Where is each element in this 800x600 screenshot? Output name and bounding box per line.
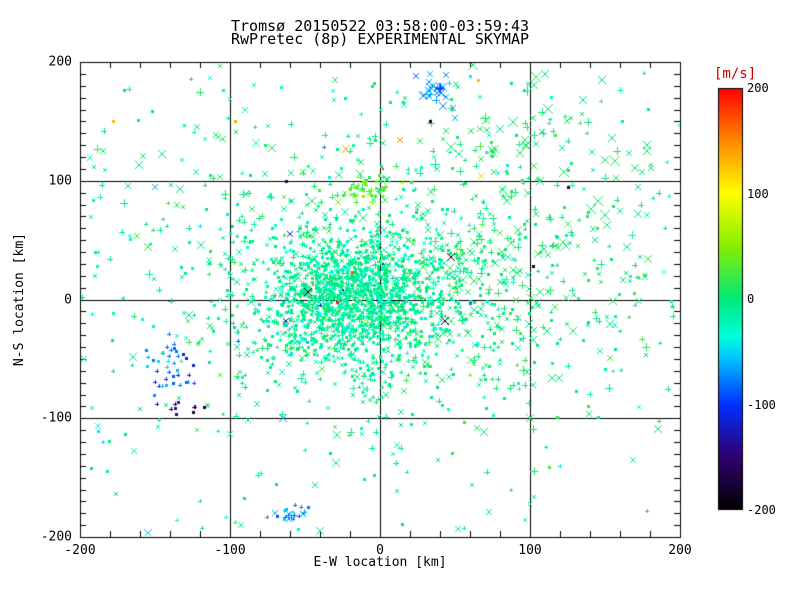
x-tick-label: 0 <box>376 543 384 558</box>
y-tick-label: 200 <box>48 54 72 70</box>
y-axis-label: N-S location [km] <box>12 232 27 367</box>
colorbar-tick-label: 0 <box>747 292 755 306</box>
y-tick-label: 0 <box>64 292 72 307</box>
x-tick-label: 100 <box>518 543 542 558</box>
plot-title: Tromsø 20150522 03:58:00-03:59:43 <box>230 17 529 35</box>
y-axis-label-wrap: N-S location [km] <box>12 62 27 537</box>
colorbar-tick-label: -200 <box>747 503 776 517</box>
x-tick-label: -100 <box>214 543 246 558</box>
y-tick-label: -200 <box>40 529 72 545</box>
plot-title-block: Tromsø 20150522 03:58:00-03:59:43 RwPret… <box>80 17 680 48</box>
colorbar-tick-label: -100 <box>747 397 776 412</box>
colorbar-tick-label: 200 <box>747 81 769 95</box>
y-tick-label: 100 <box>48 173 72 189</box>
plot-subtitle: RwPretec (8p) EXPERIMENTAL SKYMAP <box>230 30 529 48</box>
y-tick-label: -100 <box>40 410 72 426</box>
colorbar-tick-label: 100 <box>747 186 769 201</box>
colorbar-units-label: [m/s] <box>714 66 757 82</box>
x-tick-label: -200 <box>64 543 96 558</box>
x-axis-label: E-W location [km] <box>313 555 447 570</box>
x-tick-label: 200 <box>668 543 692 558</box>
